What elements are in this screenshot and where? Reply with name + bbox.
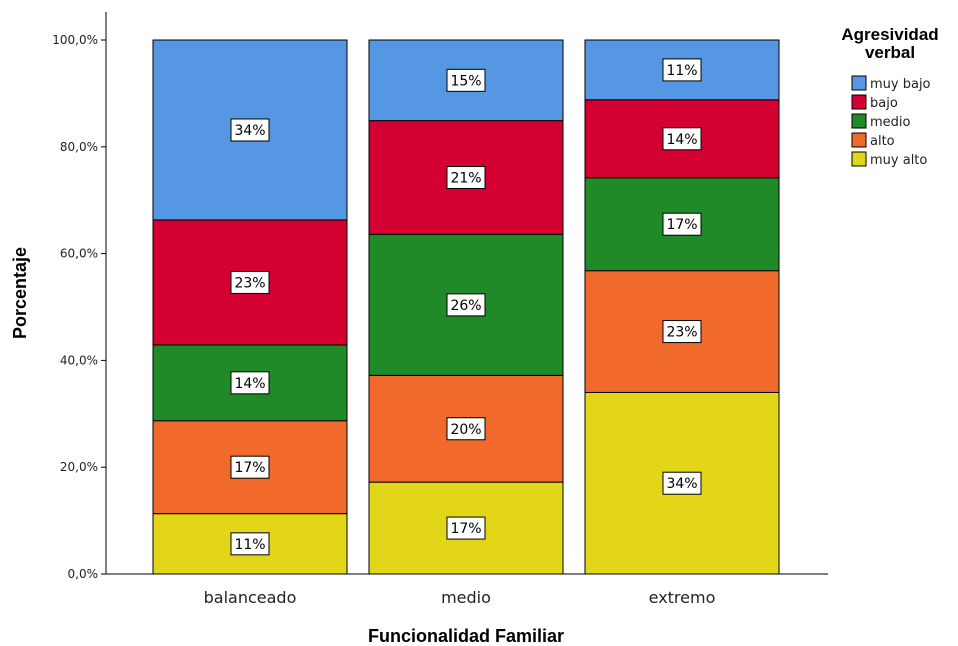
axes-layer: [105, 12, 828, 575]
legend-label: muy alto: [870, 153, 927, 168]
data-label-text: 20%: [450, 422, 481, 438]
data-label-text: 14%: [234, 376, 265, 392]
x-tick-label: balanceado: [204, 588, 297, 607]
y-tick-label: 80,0%: [60, 140, 98, 154]
data-label: 34%: [230, 118, 270, 142]
data-labels-layer: 11% 17% 14% 23% 34% 17% 20% 26% 21% 15% 34% 23% 17% 1…: [230, 58, 702, 556]
data-label-text: 14%: [666, 132, 697, 148]
data-label: 26%: [446, 293, 486, 317]
data-label-box: [446, 417, 486, 441]
legend-swatch: [851, 132, 867, 148]
data-label-box: [662, 127, 702, 151]
data-label-box: [662, 212, 702, 236]
data-label: 11%: [662, 58, 702, 82]
data-label-box: [230, 532, 270, 556]
legend-swatch: [851, 113, 867, 129]
data-label: 14%: [662, 127, 702, 151]
data-label-text: 17%: [234, 460, 265, 476]
legend-items: muy bajo bajo medio alto muy alto: [851, 75, 931, 168]
data-label-box: [230, 118, 270, 142]
data-label: 23%: [662, 320, 702, 344]
x-tick-label: medio: [441, 588, 491, 607]
data-label-text: 15%: [450, 73, 481, 89]
x-tick-label: extremo: [649, 588, 716, 607]
data-label: 34%: [662, 471, 702, 495]
y-tick-label: 40,0%: [60, 353, 98, 367]
data-label: 15%: [446, 68, 486, 92]
data-label-box: [446, 68, 486, 92]
data-label-box: [446, 166, 486, 190]
data-label: 21%: [446, 166, 486, 190]
legend-item: alto: [851, 132, 895, 149]
legend-label: muy bajo: [870, 77, 931, 92]
data-label-box: [446, 516, 486, 540]
x-axis-ticks: balanceado medio extremo: [204, 588, 716, 607]
data-label-box: [662, 471, 702, 495]
data-label: 17%: [662, 212, 702, 236]
x-axis-title: Funcionalidad Familiar: [368, 626, 564, 646]
data-label-text: 34%: [234, 123, 265, 139]
y-axis-title: Porcentaje: [10, 247, 30, 339]
legend-item: bajo: [851, 94, 898, 111]
legend-swatch: [851, 151, 867, 167]
data-label-text: 23%: [234, 275, 265, 291]
data-label-text: 23%: [666, 325, 697, 341]
data-label: 17%: [230, 455, 270, 479]
y-tick-label: 0,0%: [68, 567, 99, 581]
y-axis-ticks: 0,0% 20,0% 40,0% 60,0% 80,0% 100,0%: [52, 33, 106, 581]
data-label-text: 17%: [450, 521, 481, 537]
data-label-box: [230, 371, 270, 395]
legend: Agresividad verbal muy bajo bajo medio alto…: [841, 25, 938, 168]
legend-label: medio: [870, 115, 911, 130]
data-label-text: 17%: [666, 217, 697, 233]
legend-item: muy alto: [851, 151, 927, 168]
data-label-box: [662, 320, 702, 344]
data-label-box: [662, 58, 702, 82]
legend-title-line-1: Agresividad: [841, 25, 938, 44]
data-label: 17%: [446, 516, 486, 540]
data-label: 11%: [230, 532, 270, 556]
y-tick-label: 100,0%: [52, 33, 98, 47]
legend-label: alto: [870, 134, 895, 149]
legend-item: medio: [851, 113, 911, 130]
y-tick-label: 20,0%: [60, 460, 98, 474]
data-label-box: [230, 270, 270, 294]
data-label-text: 26%: [450, 298, 481, 314]
data-label-text: 11%: [234, 537, 265, 553]
data-label: 14%: [230, 371, 270, 395]
y-tick-label: 60,0%: [60, 247, 98, 261]
legend-swatch: [851, 75, 867, 91]
data-label-text: 11%: [666, 63, 697, 79]
data-label-text: 34%: [666, 476, 697, 492]
legend-swatch: [851, 94, 867, 110]
legend-title-line-2: verbal: [865, 43, 915, 62]
data-label: 20%: [446, 417, 486, 441]
data-label-box: [230, 455, 270, 479]
legend-label: bajo: [870, 96, 898, 111]
data-label: 23%: [230, 270, 270, 294]
data-label-box: [446, 293, 486, 317]
legend-item: muy bajo: [851, 75, 931, 92]
data-label-text: 21%: [450, 171, 481, 187]
